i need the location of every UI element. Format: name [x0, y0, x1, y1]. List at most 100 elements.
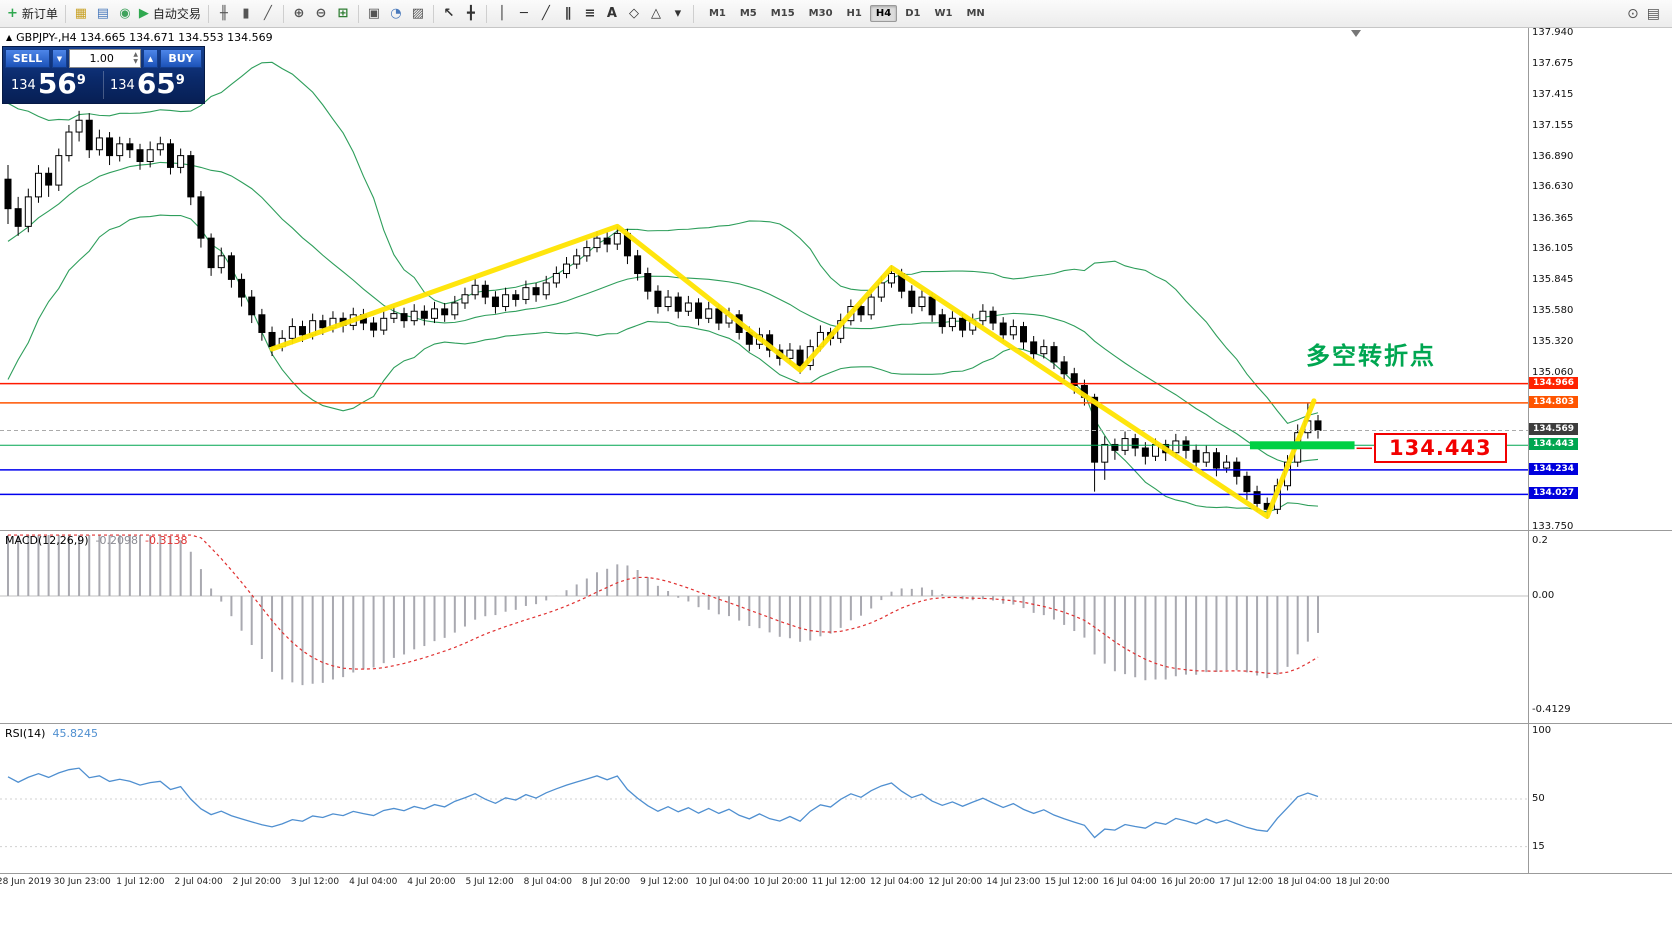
macd-name: MACD(12,26,9) [5, 534, 89, 547]
timeframe-W1[interactable]: W1 [934, 8, 953, 19]
fibonacci-icon: ≡ [584, 6, 596, 21]
volume-dropdown-icon[interactable]: ▼ [52, 49, 67, 68]
cursor-button[interactable]: ↖ [438, 3, 460, 25]
volume-input[interactable] [70, 52, 134, 65]
symbol-ohlc-text: GBPJPY-,H4 134.665 134.671 134.553 134.5… [16, 31, 273, 44]
shapes-dropdown-button[interactable]: ▾ [667, 3, 689, 25]
auto-trading-button[interactable]: ▶ 自动交易 [136, 3, 204, 25]
price-callout-label[interactable]: 134.443 [1374, 433, 1507, 463]
zoom-in-icon: ⊕ [293, 6, 305, 21]
toolbar-separator [64, 4, 66, 23]
horizontal-line-icon: ─ [520, 6, 528, 21]
timeframe-H4[interactable]: H4 [869, 5, 898, 22]
collapse-panel-icon[interactable]: ▲ [6, 32, 13, 42]
new-order-button-label: 新订单 [21, 7, 58, 21]
candlestick-icon: ▮ [242, 6, 250, 21]
timeframe-bar: M1 M5 M15 M30 H1 H4 D1 W1 MN [702, 5, 992, 22]
time-axis[interactable] [0, 874, 1528, 894]
period-icon: ◔ [390, 6, 402, 21]
toolbar-separator [207, 4, 209, 23]
fibonacci-button[interactable]: ≡ [579, 3, 601, 25]
vertical-line-button[interactable]: │ [491, 3, 513, 25]
cursor-icon: ↖ [443, 6, 455, 21]
period-button[interactable]: ◔ [385, 3, 407, 25]
bar-chart-icon: ╫ [220, 6, 228, 21]
line-chart-button[interactable]: ╱ [257, 3, 279, 25]
line-chart-icon: ╱ [264, 6, 272, 21]
toolbar-separator [485, 4, 487, 23]
toolbar-separator [692, 4, 694, 23]
bar-chart-button[interactable]: ╫ [213, 3, 235, 25]
sell-price-point: 9 [76, 73, 86, 88]
toolbar: + 新订单 ▦ ▤ ◉ ▶ 自动交易 ╫ ▮ ╱ ⊕ ⊖ ⊞ ▣ ◔ ▨ ↖ ╋ │ ─ ╱ ∥ ≡ A ◇ △ ▾ M1 M5 M15 M… [0, 0, 1672, 28]
timeframe-M1[interactable]: M1 [708, 8, 726, 19]
tile-windows-icon: ▣ [367, 6, 381, 21]
sell-price-pips: 56 [37, 67, 77, 100]
volume-step-icon[interactable]: ▲ [143, 49, 158, 68]
zoom-out-button[interactable]: ⊖ [310, 3, 332, 25]
rsi-value: 45.8245 [52, 727, 98, 740]
templates-icon: ▨ [411, 6, 425, 21]
text-icon: A [606, 6, 617, 21]
label-icon: ◇ [628, 6, 639, 21]
market-watch-button[interactable]: ▦ [70, 3, 92, 25]
volume-field: ▲ ▼ [69, 49, 141, 68]
symbol-header: ▲ GBPJPY-,H4 134.665 134.671 134.553 134… [6, 31, 273, 44]
sell-price-figure: 134 [11, 77, 36, 93]
timeframe-M5[interactable]: M5 [739, 8, 757, 19]
macd-indicator-label: MACD(12,26,9) -0.2098 -0.3138 [5, 534, 187, 547]
tile-windows-button[interactable]: ▣ [363, 3, 385, 25]
new-order-button[interactable]: + 新订单 [4, 3, 61, 25]
toolbar-right-icons: ⊙ ▤ [1627, 6, 1668, 22]
channel-button[interactable]: ∥ [557, 3, 579, 25]
timeframe-H1[interactable]: H1 [846, 8, 862, 19]
templates-button[interactable]: ▨ [407, 3, 429, 25]
buy-price[interactable]: 134 65 9 [104, 69, 202, 101]
buy-price-point: 9 [175, 73, 185, 88]
buy-button[interactable]: BUY [160, 49, 202, 68]
macd-main-value: -0.2098 [95, 534, 139, 547]
window-list-icon[interactable]: ▤ [1646, 5, 1660, 22]
one-click-trading-panel: SELL ▼ ▲ ▼ ▲ BUY 134 56 9 134 65 9 [2, 46, 205, 104]
volume-spinner[interactable]: ▲ ▼ [133, 50, 140, 65]
spin-up-icon[interactable]: ▲ [133, 50, 138, 58]
sell-price[interactable]: 134 56 9 [5, 69, 103, 101]
navigator-button[interactable]: ◉ [114, 3, 136, 25]
label-button[interactable]: ◇ [623, 3, 645, 25]
zoom-in-button[interactable]: ⊕ [288, 3, 310, 25]
annotation-turning-point: 多空转折点 [1306, 342, 1436, 370]
text-button[interactable]: A [601, 3, 623, 25]
spin-down-icon[interactable]: ▼ [133, 57, 138, 65]
data-window-button[interactable]: ▤ [92, 3, 114, 25]
timeframe-M30[interactable]: M30 [808, 8, 833, 19]
indicators-button[interactable]: ⊞ [332, 3, 354, 25]
channel-icon: ∥ [564, 6, 572, 21]
rsi-name: RSI(14) [5, 727, 46, 740]
shapes-button[interactable]: △ [645, 3, 667, 25]
shapes-dropdown-icon: ▾ [674, 6, 682, 21]
price-divider [103, 71, 104, 99]
toolbar-separator [282, 4, 284, 23]
horizontal-line-button[interactable]: ─ [513, 3, 535, 25]
zoom-out-icon: ⊖ [315, 6, 327, 21]
timeframe-M15[interactable]: M15 [770, 8, 795, 19]
data-window-icon: ▤ [96, 6, 110, 21]
timeframe-MN[interactable]: MN [966, 8, 985, 19]
trendline-button[interactable]: ╱ [535, 3, 557, 25]
toolbar-separator [357, 4, 359, 23]
timeframe-D1[interactable]: D1 [905, 8, 921, 19]
trendline-icon: ╱ [542, 6, 550, 21]
crosshair-button[interactable]: ╋ [460, 3, 482, 25]
macd-signal-value: -0.3138 [145, 534, 188, 547]
sell-button[interactable]: SELL [5, 49, 50, 68]
search-icon[interactable]: ⊙ [1627, 5, 1639, 22]
auto-trading-button-label: 自动交易 [152, 7, 201, 21]
auto-trading-icon: ▶ [138, 6, 149, 21]
candlestick-button[interactable]: ▮ [235, 3, 257, 25]
shapes-icon: △ [650, 6, 661, 21]
buy-price-figure: 134 [110, 77, 135, 93]
indicators-icon: ⊞ [337, 6, 349, 21]
price-axis[interactable] [1528, 28, 1672, 873]
